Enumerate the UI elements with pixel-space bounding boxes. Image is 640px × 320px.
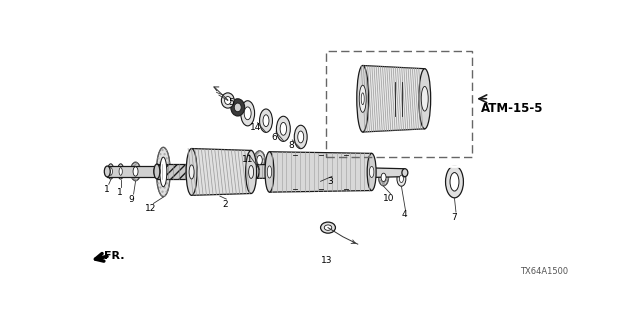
Polygon shape — [207, 164, 256, 179]
Ellipse shape — [359, 85, 366, 112]
Text: 6: 6 — [271, 133, 277, 142]
Ellipse shape — [445, 166, 463, 198]
Ellipse shape — [225, 97, 231, 104]
Ellipse shape — [379, 169, 388, 186]
Text: TX64A1500: TX64A1500 — [520, 267, 568, 276]
Polygon shape — [269, 152, 372, 192]
Polygon shape — [191, 148, 251, 195]
Polygon shape — [316, 167, 350, 178]
Ellipse shape — [367, 153, 376, 190]
Text: 5: 5 — [228, 98, 234, 107]
Ellipse shape — [109, 168, 113, 175]
Ellipse shape — [348, 167, 353, 177]
Text: FR.: FR. — [104, 251, 124, 261]
Ellipse shape — [244, 107, 251, 120]
Ellipse shape — [369, 166, 374, 178]
Ellipse shape — [399, 175, 403, 182]
Ellipse shape — [253, 164, 259, 178]
Ellipse shape — [154, 164, 160, 179]
Ellipse shape — [234, 103, 241, 112]
Ellipse shape — [397, 172, 406, 186]
Text: 10: 10 — [383, 194, 395, 204]
Polygon shape — [350, 168, 365, 177]
Ellipse shape — [421, 86, 428, 111]
Ellipse shape — [253, 164, 259, 178]
Ellipse shape — [321, 222, 335, 233]
Polygon shape — [256, 164, 316, 178]
Ellipse shape — [450, 172, 459, 191]
Text: 14: 14 — [250, 124, 262, 132]
Ellipse shape — [362, 168, 368, 177]
Ellipse shape — [348, 168, 353, 177]
Text: 12: 12 — [145, 204, 157, 213]
Ellipse shape — [260, 109, 273, 132]
Text: 8: 8 — [288, 141, 294, 150]
Ellipse shape — [119, 168, 122, 175]
Ellipse shape — [204, 164, 209, 179]
Ellipse shape — [231, 99, 244, 116]
Ellipse shape — [312, 165, 319, 178]
Ellipse shape — [312, 167, 319, 178]
Text: 1: 1 — [117, 188, 122, 197]
Ellipse shape — [104, 166, 110, 177]
Ellipse shape — [280, 123, 287, 135]
Ellipse shape — [362, 168, 368, 178]
Ellipse shape — [324, 225, 332, 230]
Text: 13: 13 — [321, 256, 332, 265]
Ellipse shape — [186, 148, 197, 195]
Ellipse shape — [419, 69, 431, 129]
Ellipse shape — [118, 164, 124, 179]
Ellipse shape — [204, 164, 209, 179]
Ellipse shape — [402, 169, 408, 177]
Ellipse shape — [361, 93, 364, 105]
Ellipse shape — [276, 116, 291, 141]
Polygon shape — [363, 66, 425, 132]
Ellipse shape — [221, 93, 234, 108]
Text: 9: 9 — [129, 195, 134, 204]
Ellipse shape — [257, 156, 262, 165]
Ellipse shape — [156, 147, 170, 196]
Ellipse shape — [263, 115, 269, 127]
Ellipse shape — [131, 162, 141, 181]
Text: 11: 11 — [242, 155, 253, 164]
Ellipse shape — [133, 167, 138, 176]
Polygon shape — [365, 168, 405, 178]
Polygon shape — [108, 166, 157, 177]
Ellipse shape — [381, 173, 386, 181]
Ellipse shape — [108, 164, 114, 179]
Ellipse shape — [246, 150, 257, 194]
Ellipse shape — [268, 166, 272, 178]
Ellipse shape — [241, 101, 255, 126]
Text: 3: 3 — [328, 177, 333, 186]
Ellipse shape — [356, 66, 369, 132]
Text: ATM-15-5: ATM-15-5 — [481, 102, 543, 115]
Ellipse shape — [254, 151, 265, 169]
Text: 4: 4 — [401, 210, 406, 220]
Ellipse shape — [294, 125, 307, 149]
Text: 7: 7 — [452, 213, 458, 222]
Ellipse shape — [189, 165, 194, 179]
Ellipse shape — [248, 165, 253, 178]
Polygon shape — [157, 164, 207, 179]
Text: 2: 2 — [222, 200, 228, 209]
Ellipse shape — [298, 131, 304, 143]
Text: 1: 1 — [104, 185, 110, 194]
Ellipse shape — [154, 166, 160, 177]
Ellipse shape — [160, 157, 167, 187]
Ellipse shape — [265, 152, 274, 192]
